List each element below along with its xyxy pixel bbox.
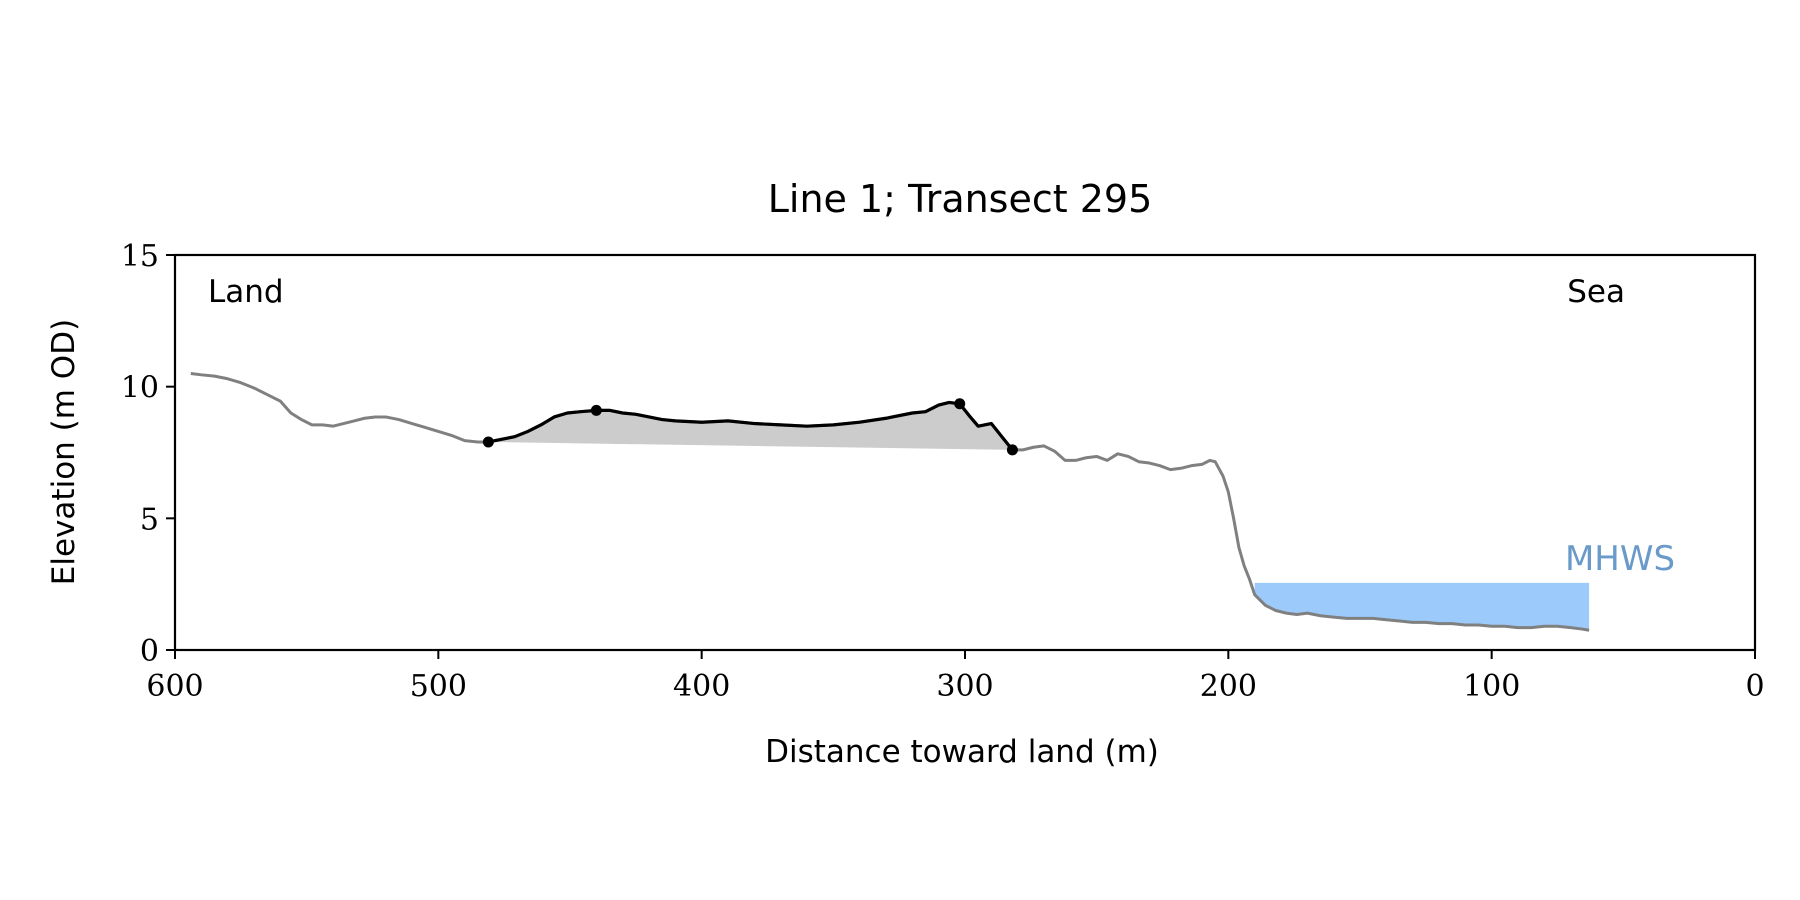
- x-tick-label: 0: [1745, 669, 1764, 704]
- dune-volume-area: [488, 402, 1013, 450]
- x-tick-label: 500: [410, 669, 467, 704]
- x-tick-label: 400: [673, 669, 730, 704]
- y-tick-label: 10: [121, 371, 159, 406]
- y-axis-label: Elevation (m OD): [46, 319, 82, 585]
- mhws-label: MHWS: [1565, 539, 1675, 579]
- axis-ticks: 600 500 400 300 200 100 0 0 5 10 15: [121, 239, 1765, 704]
- y-tick-label: 0: [140, 634, 159, 669]
- x-tick-label: 300: [936, 669, 993, 704]
- sea-label: Sea: [1567, 274, 1625, 310]
- dune-marker: [482, 436, 494, 448]
- x-axis-label: Distance toward land (m): [765, 734, 1159, 770]
- x-tick-label: 100: [1463, 669, 1520, 704]
- plot-area: [190, 372, 1590, 632]
- dune-marker: [590, 404, 602, 416]
- dune-marker: [954, 398, 966, 410]
- y-tick-label: 5: [140, 502, 159, 537]
- chart-title: Line 1; Transect 295: [768, 177, 1153, 221]
- x-tick-label: 200: [1200, 669, 1257, 704]
- mhws-water-area: [1254, 582, 1590, 631]
- y-tick-label: 15: [121, 239, 159, 274]
- x-tick-label: 600: [146, 669, 203, 704]
- land-label: Land: [208, 274, 284, 310]
- dune-marker: [1006, 444, 1018, 456]
